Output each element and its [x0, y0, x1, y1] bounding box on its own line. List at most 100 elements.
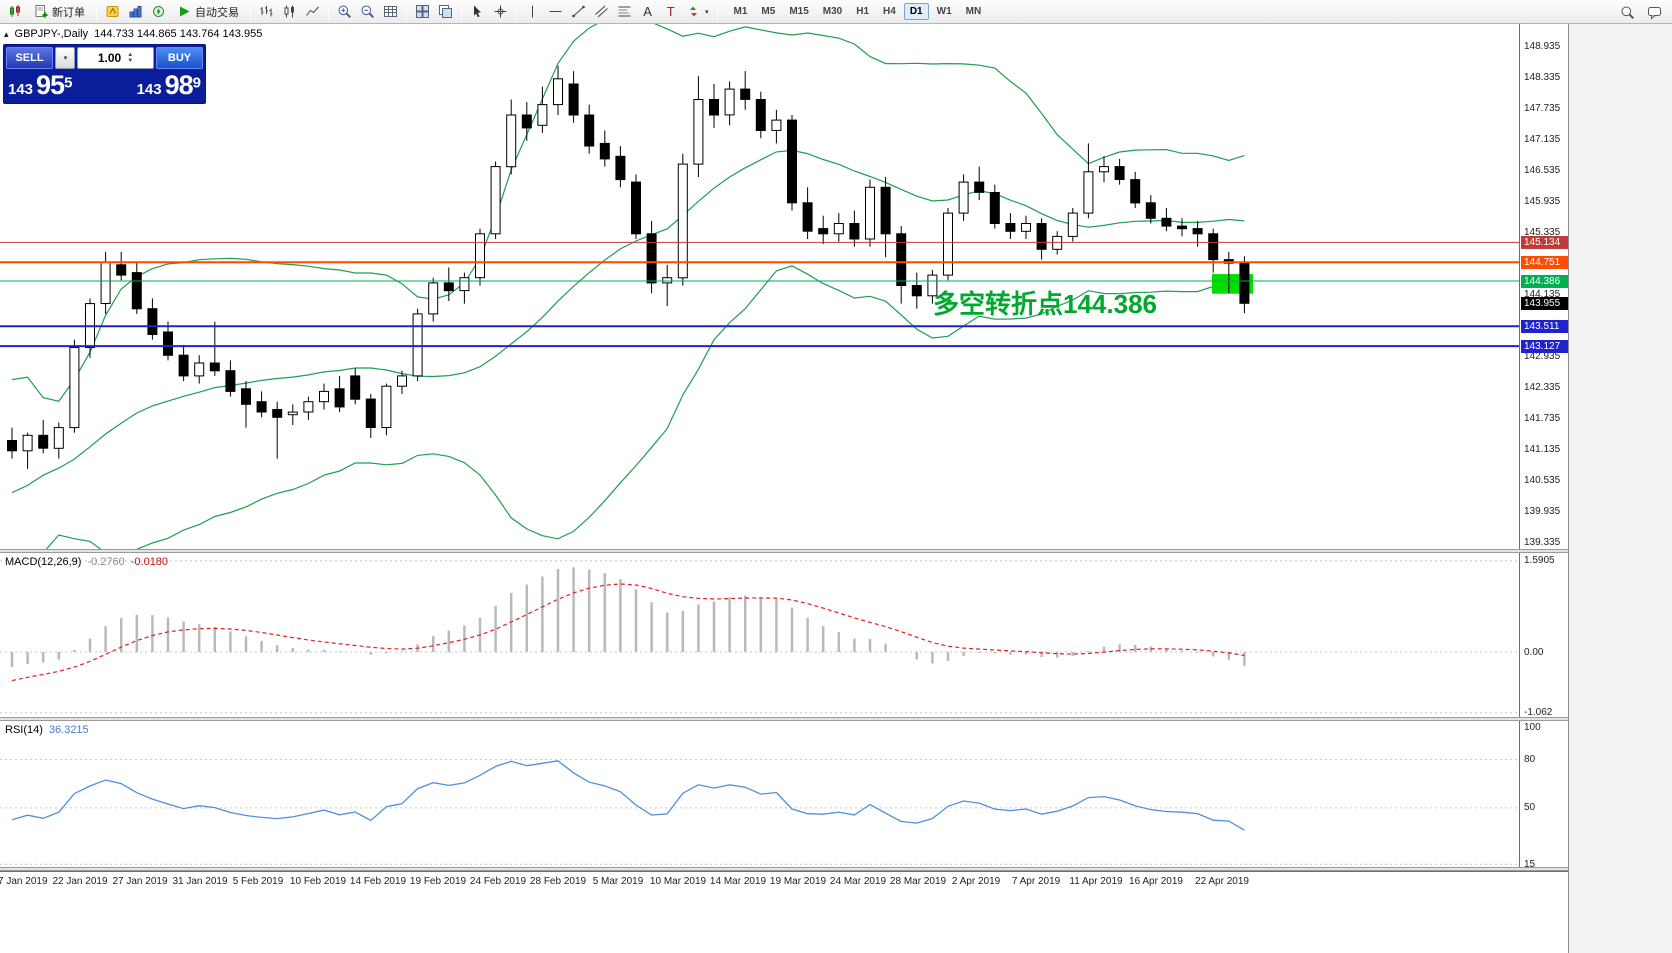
- label-icon: T: [667, 4, 675, 19]
- crosshair-tool-button[interactable]: [489, 2, 512, 22]
- label-tool-button[interactable]: T: [659, 2, 682, 22]
- zoom-out-button[interactable]: [356, 2, 379, 22]
- date-label: 11 Apr 2019: [1069, 876, 1123, 887]
- macd-scale-label: -1.062: [1524, 707, 1553, 719]
- trendline-tool-button[interactable]: [567, 2, 590, 22]
- bollinger-middle-band[interactable]: [11, 149, 1245, 494]
- price-tick-label: 145.935: [1524, 195, 1561, 207]
- date-label: 28 Mar 2019: [889, 876, 947, 887]
- sell-button[interactable]: SELL: [6, 47, 53, 69]
- macd-label: MACD(12,26,9) -0.2760 -0.0180: [5, 556, 168, 568]
- one-click-toggle[interactable]: ▴: [4, 28, 9, 39]
- date-label: 19 Feb 2019: [409, 876, 467, 887]
- ohlc-values-label: 144.733 144.865 143.764 143.955: [94, 28, 263, 40]
- candle-body: [896, 233, 907, 287]
- candle-body: [802, 202, 813, 232]
- arrows-tool-button[interactable]: ▾: [682, 2, 713, 22]
- candlestick-icon: [284, 5, 294, 18]
- toolbar-separator: [716, 3, 718, 20]
- cascade-windows-button[interactable]: [434, 2, 457, 22]
- macd-canvas[interactable]: [0, 553, 1519, 717]
- text-tool-button[interactable]: A: [636, 2, 659, 22]
- timeframe-button-M1[interactable]: M1: [733, 6, 748, 17]
- order-type-combo[interactable]: ▾: [55, 47, 75, 69]
- channel-tool-button[interactable]: [590, 2, 613, 22]
- zoom-in-button[interactable]: [333, 2, 356, 22]
- rsi-scale[interactable]: 100 80 50 15: [1519, 721, 1568, 870]
- pane-divider[interactable]: [0, 549, 1568, 553]
- chat-button[interactable]: [1643, 2, 1666, 22]
- timeframe-button-D1[interactable]: D1: [903, 3, 929, 20]
- candle-body: [880, 186, 891, 235]
- tile-windows-button[interactable]: [411, 2, 434, 22]
- bid-price[interactable]: 143 955: [8, 70, 73, 100]
- price-level-badge: 143.127: [1521, 339, 1568, 353]
- candle-body: [256, 401, 267, 413]
- candle-body: [38, 434, 49, 449]
- timeframe-button-W1[interactable]: W1: [936, 6, 952, 17]
- price-scale[interactable]: 148.935 148.335 147.735 147.135 146.535 145.9…: [1519, 24, 1568, 549]
- price-chart-canvas[interactable]: [0, 24, 1519, 549]
- buy-button[interactable]: BUY: [156, 47, 203, 69]
- macd-main-value: -0.2760: [87, 556, 125, 568]
- candle-body: [771, 119, 782, 131]
- new-chart-button[interactable]: [4, 2, 27, 22]
- candlestick-chart-button[interactable]: [278, 2, 301, 22]
- date-label: 10 Feb 2019: [289, 876, 347, 887]
- volume-input[interactable]: 1.00 ▲ ▼: [77, 47, 154, 69]
- timeframe-button-H1[interactable]: H1: [856, 6, 870, 17]
- macd-pane[interactable]: MACD(12,26,9) -0.2760 -0.0180: [0, 553, 1519, 717]
- candle-body: [147, 308, 158, 336]
- line-chart-button[interactable]: [301, 2, 324, 22]
- bollinger-lower-band[interactable]: [12, 265, 1245, 549]
- timeframe-button-M30[interactable]: M30: [822, 6, 843, 17]
- horizontal-line-tool-button[interactable]: [544, 2, 567, 22]
- macd-scale[interactable]: 1.5905 0.00 -1.062: [1519, 553, 1568, 719]
- candle-body: [7, 440, 17, 452]
- candle-body: [412, 313, 423, 377]
- date-label: 14 Mar 2019: [709, 876, 767, 887]
- crosshair-icon: [494, 5, 507, 18]
- search-button[interactable]: [1616, 2, 1639, 22]
- ask-price[interactable]: 143 989: [136, 70, 201, 100]
- price-tick-label: 141.135: [1524, 443, 1561, 455]
- timeframe-button-M15[interactable]: M15: [789, 6, 809, 17]
- spinner-up-icon[interactable]: ▲: [127, 52, 134, 58]
- navigator-button[interactable]: [147, 2, 170, 22]
- market-watch-button[interactable]: [124, 2, 147, 22]
- volume-stepper[interactable]: ▲ ▼: [127, 52, 133, 64]
- timeframe-button-H4[interactable]: H4: [883, 6, 896, 17]
- pane-divider[interactable]: [0, 717, 1568, 721]
- metaeditor-button[interactable]: [101, 2, 124, 22]
- spinner-down-icon[interactable]: ▼: [127, 58, 134, 64]
- price-tick-label: 142.935: [1524, 350, 1561, 362]
- indicators-button[interactable]: [379, 2, 402, 22]
- bollinger-upper-band[interactable]: [11, 24, 1245, 402]
- date-label: 14 Feb 2019: [349, 876, 407, 887]
- cursor-tool-button[interactable]: [466, 2, 489, 22]
- candle-body: [662, 277, 673, 284]
- macd-scale-label: 0.00: [1524, 646, 1544, 658]
- candle-body: [272, 409, 283, 418]
- pane-divider[interactable]: [0, 867, 1568, 871]
- candle-body: [755, 99, 766, 131]
- timeframe-button-M5[interactable]: M5: [761, 6, 776, 17]
- price-level-badge: 143.511: [1521, 319, 1568, 333]
- rsi-pane[interactable]: RSI(14) 36.3215: [0, 721, 1519, 867]
- new-order-button[interactable]: 新订单: [27, 2, 92, 22]
- bar-chart-button[interactable]: [255, 2, 278, 22]
- candle-body: [381, 385, 392, 429]
- price-pane[interactable]: ▴ GBPJPY-,Daily 144.733 144.865 143.764 …: [0, 24, 1519, 549]
- date-label: 24 Feb 2019: [469, 876, 527, 887]
- candle-body: [989, 192, 1000, 224]
- autotrading-button[interactable]: 自动交易: [170, 2, 246, 22]
- candle-body: [818, 228, 829, 235]
- pivot-annotation-text[interactable]: 多空转折点144.386: [933, 289, 1157, 319]
- timeframe-button-MN[interactable]: MN: [965, 6, 982, 17]
- rsi-canvas[interactable]: [0, 721, 1519, 867]
- vertical-line-tool-button[interactable]: [521, 2, 544, 22]
- fibonacci-tool-button[interactable]: [613, 2, 636, 22]
- time-axis[interactable]: 17 Jan 2019 22 Jan 2019 27 Jan 2019 31 Jan …: [0, 871, 1568, 892]
- candle-body: [740, 88, 751, 100]
- price-tick-label: 148.335: [1524, 71, 1561, 83]
